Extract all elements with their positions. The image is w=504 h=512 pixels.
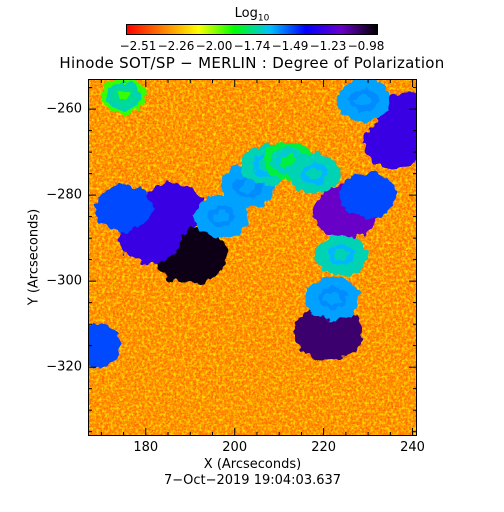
polarization-patch xyxy=(213,210,230,223)
high-polarization-regions xyxy=(88,79,417,369)
colorbar-title: Log10 xyxy=(234,6,270,24)
observation-date: 7−Oct−2019 19:04:03.637 xyxy=(163,473,342,488)
polarization-patch xyxy=(281,155,295,167)
colorbar-tick-label: −0.98 xyxy=(347,39,385,53)
colorbar-tick-label: −1.49 xyxy=(271,39,309,53)
colorbar-tick-label: −1.23 xyxy=(309,39,347,53)
colorbar-tick-label: −2.26 xyxy=(157,39,195,53)
polarization-patch xyxy=(334,249,349,262)
polarization-patch xyxy=(88,339,101,353)
chart-title: Hinode SOT/SP − MERLIN : Degree of Polar… xyxy=(59,54,445,72)
y-tick-label: −280 xyxy=(46,187,82,203)
polarization-patch xyxy=(307,167,322,180)
colorbar-tick-label: −2.00 xyxy=(195,39,233,53)
x-tick-label: 240 xyxy=(400,440,425,455)
polarization-patch xyxy=(163,200,182,216)
x-tick-label: 220 xyxy=(311,440,337,455)
polarization-patch xyxy=(324,292,341,305)
x-tick-label: 180 xyxy=(133,440,159,455)
plot-axes xyxy=(88,79,417,436)
polarization-patch xyxy=(359,188,377,202)
x-axis-label: X (Arcseconds) xyxy=(203,457,302,472)
polarization-patch xyxy=(179,247,201,264)
x-tick-label: 200 xyxy=(222,440,248,455)
plot-frame xyxy=(88,79,417,436)
polarization-patch xyxy=(115,201,132,215)
polarization-patch xyxy=(355,94,372,107)
polarization-patch xyxy=(141,230,160,246)
colorbar-tick-label: −2.51 xyxy=(119,39,157,53)
colorbar xyxy=(126,24,378,35)
colorbar-tick-label: −1.74 xyxy=(233,39,271,53)
polarization-patch xyxy=(318,324,338,341)
colorbar-tick-labels: −2.51 −2.26 −2.00 −1.74 −1.49 −1.23 −0.98 xyxy=(0,39,504,53)
polarization-patch xyxy=(399,110,417,125)
polarization-patch xyxy=(240,180,256,193)
polarization-patch xyxy=(117,91,131,102)
y-axis-label: Y (Arcseconds) xyxy=(26,208,42,306)
y-tick-label: −260 xyxy=(46,101,82,117)
y-tick-label: −300 xyxy=(46,273,82,289)
polarization-map xyxy=(88,79,417,436)
y-tick-label: −320 xyxy=(46,359,82,375)
